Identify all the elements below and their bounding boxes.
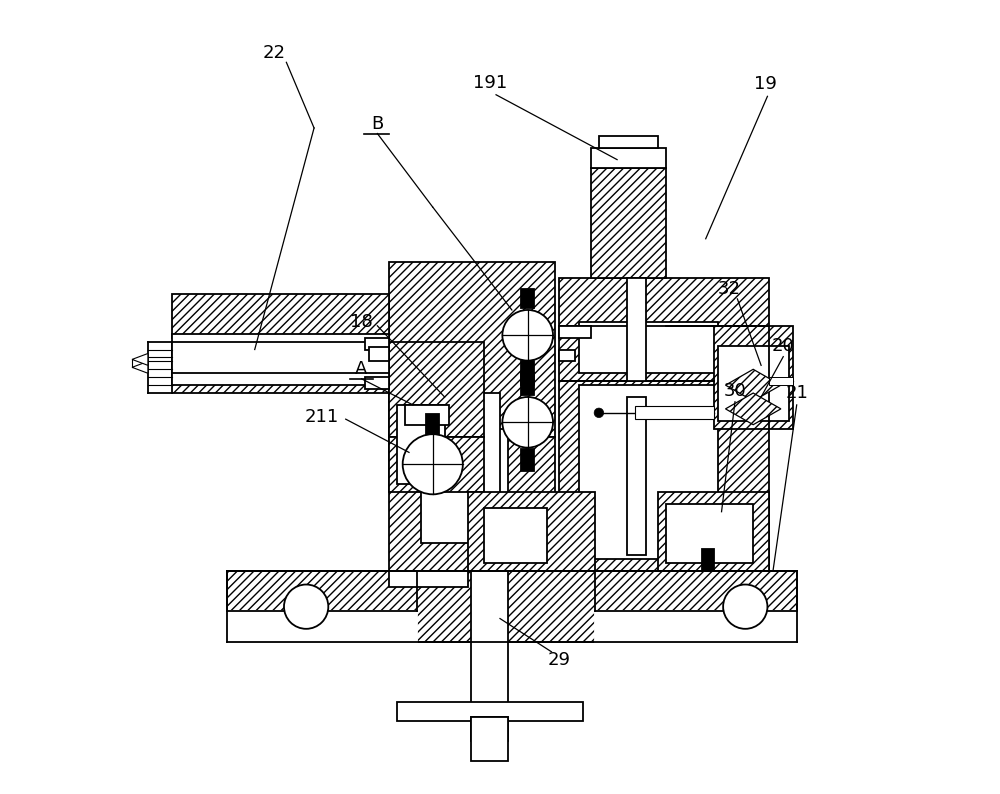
Bar: [579, 322, 718, 373]
Polygon shape: [725, 369, 781, 401]
Bar: [365, 337, 389, 349]
Text: 32: 32: [718, 279, 741, 298]
Text: 18: 18: [350, 313, 373, 331]
Bar: [389, 437, 555, 571]
Bar: [595, 611, 797, 642]
Bar: [627, 397, 646, 555]
Bar: [389, 341, 484, 437]
Bar: [521, 361, 534, 385]
Text: 30: 30: [724, 382, 746, 399]
Text: 19: 19: [754, 75, 776, 94]
Circle shape: [284, 584, 328, 629]
Bar: [397, 405, 445, 484]
Bar: [172, 333, 389, 353]
Bar: [397, 702, 583, 722]
Bar: [389, 437, 484, 492]
Bar: [559, 326, 591, 337]
Bar: [666, 504, 753, 563]
Bar: [471, 718, 508, 741]
Bar: [521, 288, 534, 308]
Text: B: B: [371, 115, 383, 133]
Polygon shape: [132, 361, 148, 373]
Text: 21: 21: [785, 384, 808, 402]
Bar: [559, 279, 769, 381]
Bar: [227, 611, 417, 642]
Bar: [599, 136, 658, 148]
Polygon shape: [132, 353, 148, 365]
Bar: [702, 549, 714, 571]
Bar: [405, 405, 449, 425]
Text: 20: 20: [772, 337, 795, 355]
Circle shape: [502, 397, 553, 448]
Bar: [579, 385, 718, 559]
Circle shape: [594, 408, 604, 418]
Bar: [635, 407, 714, 419]
Bar: [559, 349, 575, 361]
Bar: [172, 365, 389, 385]
Bar: [172, 349, 389, 393]
Bar: [389, 263, 555, 437]
Bar: [658, 492, 769, 571]
Bar: [559, 381, 769, 571]
Bar: [426, 414, 439, 434]
Bar: [365, 377, 389, 389]
Circle shape: [502, 310, 553, 360]
Text: 29: 29: [548, 651, 571, 669]
Text: A: A: [355, 360, 368, 378]
Bar: [172, 341, 389, 373]
Bar: [369, 347, 389, 361]
Text: 22: 22: [263, 44, 286, 62]
Bar: [484, 508, 547, 563]
Bar: [769, 377, 793, 385]
Bar: [471, 718, 508, 761]
Bar: [421, 393, 500, 543]
Text: 191: 191: [473, 74, 508, 92]
Circle shape: [403, 434, 463, 495]
Circle shape: [723, 584, 767, 629]
Bar: [591, 168, 666, 279]
Bar: [471, 429, 508, 722]
Bar: [227, 571, 797, 642]
Bar: [389, 571, 468, 587]
Bar: [627, 279, 646, 381]
Bar: [521, 449, 534, 472]
Bar: [172, 294, 389, 337]
Bar: [718, 345, 789, 421]
Bar: [591, 148, 666, 168]
Bar: [714, 326, 793, 429]
Bar: [521, 373, 534, 395]
Bar: [468, 492, 595, 571]
Text: 211: 211: [305, 408, 339, 426]
Polygon shape: [725, 393, 781, 425]
